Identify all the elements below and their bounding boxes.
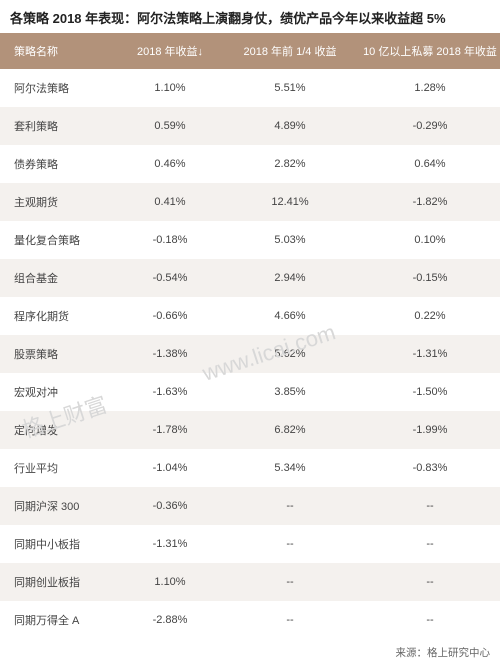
table-row: 债券策略0.46%2.82%0.64% bbox=[0, 145, 500, 183]
cell-strategy-name: 阿尔法策略 bbox=[0, 69, 120, 107]
cell-value: 5.03% bbox=[220, 221, 360, 259]
table-row: 股票策略-1.38%5.62%-1.31% bbox=[0, 335, 500, 373]
table-header-row: 策略名称 2018 年收益↓ 2018 年前 1/4 收益 10 亿以上私募 2… bbox=[0, 33, 500, 69]
cell-value: -0.83% bbox=[360, 449, 500, 487]
cell-value: 2.94% bbox=[220, 259, 360, 297]
cell-value: 4.89% bbox=[220, 107, 360, 145]
table-row: 程序化期货-0.66%4.66%0.22% bbox=[0, 297, 500, 335]
cell-value: -1.04% bbox=[120, 449, 220, 487]
cell-value: 5.51% bbox=[220, 69, 360, 107]
cell-value: -1.99% bbox=[360, 411, 500, 449]
cell-strategy-name: 套利策略 bbox=[0, 107, 120, 145]
table-row: 定向增发-1.78%6.82%-1.99% bbox=[0, 411, 500, 449]
col-header-strategy: 策略名称 bbox=[0, 33, 120, 69]
cell-value: 0.10% bbox=[360, 221, 500, 259]
cell-value: -0.15% bbox=[360, 259, 500, 297]
cell-strategy-name: 同期中小板指 bbox=[0, 525, 120, 563]
table-row: 组合基金-0.54%2.94%-0.15% bbox=[0, 259, 500, 297]
cell-value: 0.46% bbox=[120, 145, 220, 183]
cell-value: -- bbox=[220, 525, 360, 563]
cell-value: -- bbox=[220, 487, 360, 525]
cell-value: -1.50% bbox=[360, 373, 500, 411]
cell-value: 6.82% bbox=[220, 411, 360, 449]
cell-value: 12.41% bbox=[220, 183, 360, 221]
cell-value: -2.88% bbox=[120, 601, 220, 639]
table-row: 行业平均-1.04%5.34%-0.83% bbox=[0, 449, 500, 487]
table-row: 同期创业板指1.10%---- bbox=[0, 563, 500, 601]
table-row: 阿尔法策略1.10%5.51%1.28% bbox=[0, 69, 500, 107]
cell-strategy-name: 主观期货 bbox=[0, 183, 120, 221]
cell-value: 0.59% bbox=[120, 107, 220, 145]
cell-strategy-name: 同期沪深 300 bbox=[0, 487, 120, 525]
cell-strategy-name: 同期创业板指 bbox=[0, 563, 120, 601]
cell-strategy-name: 程序化期货 bbox=[0, 297, 120, 335]
table-row: 同期万得全 A-2.88%---- bbox=[0, 601, 500, 639]
cell-value: -- bbox=[360, 487, 500, 525]
table-row: 同期沪深 300-0.36%---- bbox=[0, 487, 500, 525]
cell-value: -- bbox=[360, 601, 500, 639]
cell-value: 1.10% bbox=[120, 563, 220, 601]
cell-value: -1.82% bbox=[360, 183, 500, 221]
cell-value: 0.64% bbox=[360, 145, 500, 183]
cell-value: 5.62% bbox=[220, 335, 360, 373]
col-header-q1-return: 2018 年前 1/4 收益 bbox=[220, 33, 360, 69]
cell-value: 1.28% bbox=[360, 69, 500, 107]
table-row: 同期中小板指-1.31%---- bbox=[0, 525, 500, 563]
table-row: 宏观对冲-1.63%3.85%-1.50% bbox=[0, 373, 500, 411]
cell-value: -1.31% bbox=[120, 525, 220, 563]
table-row: 量化复合策略-0.18%5.03%0.10% bbox=[0, 221, 500, 259]
cell-value: -1.38% bbox=[120, 335, 220, 373]
cell-value: -1.31% bbox=[360, 335, 500, 373]
cell-value: -- bbox=[360, 525, 500, 563]
cell-value: -0.66% bbox=[120, 297, 220, 335]
table-row: 套利策略0.59%4.89%-0.29% bbox=[0, 107, 500, 145]
cell-strategy-name: 定向增发 bbox=[0, 411, 120, 449]
cell-value: -1.78% bbox=[120, 411, 220, 449]
cell-value: 0.22% bbox=[360, 297, 500, 335]
cell-strategy-name: 同期万得全 A bbox=[0, 601, 120, 639]
cell-strategy-name: 量化复合策略 bbox=[0, 221, 120, 259]
cell-value: -- bbox=[220, 601, 360, 639]
cell-strategy-name: 股票策略 bbox=[0, 335, 120, 373]
cell-value: 2.82% bbox=[220, 145, 360, 183]
cell-value: 3.85% bbox=[220, 373, 360, 411]
cell-value: 1.10% bbox=[120, 69, 220, 107]
cell-value: -0.18% bbox=[120, 221, 220, 259]
cell-value: -0.36% bbox=[120, 487, 220, 525]
table-row: 主观期货0.41%12.41%-1.82% bbox=[0, 183, 500, 221]
col-header-1b-return: 10 亿以上私募 2018 年收益 bbox=[360, 33, 500, 69]
page-title: 各策略 2018 年表现：阿尔法策略上演翻身仗，绩优产品今年以来收益超 5% bbox=[0, 0, 500, 33]
cell-strategy-name: 组合基金 bbox=[0, 259, 120, 297]
cell-value: 4.66% bbox=[220, 297, 360, 335]
cell-value: -1.63% bbox=[120, 373, 220, 411]
cell-value: -- bbox=[220, 563, 360, 601]
cell-strategy-name: 宏观对冲 bbox=[0, 373, 120, 411]
strategy-table: 策略名称 2018 年收益↓ 2018 年前 1/4 收益 10 亿以上私募 2… bbox=[0, 33, 500, 639]
cell-value: -- bbox=[360, 563, 500, 601]
cell-value: 0.41% bbox=[120, 183, 220, 221]
col-header-2018-return: 2018 年收益↓ bbox=[120, 33, 220, 69]
cell-value: 5.34% bbox=[220, 449, 360, 487]
cell-strategy-name: 债券策略 bbox=[0, 145, 120, 183]
cell-strategy-name: 行业平均 bbox=[0, 449, 120, 487]
cell-value: -0.29% bbox=[360, 107, 500, 145]
cell-value: -0.54% bbox=[120, 259, 220, 297]
source-text: 来源：格上研究中心 bbox=[0, 639, 500, 668]
